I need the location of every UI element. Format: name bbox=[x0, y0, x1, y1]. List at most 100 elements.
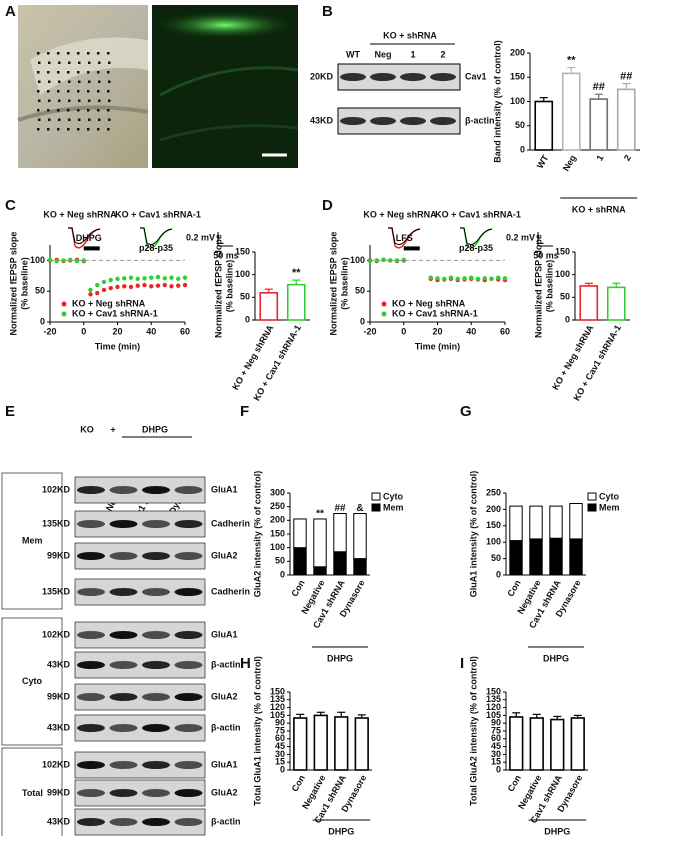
electrode bbox=[97, 52, 100, 55]
y-tick-label: 75 bbox=[275, 725, 285, 735]
electrode bbox=[107, 71, 110, 74]
error-bar bbox=[337, 711, 346, 717]
bar-segment bbox=[529, 538, 543, 576]
error-bar bbox=[612, 282, 621, 288]
annotation: ** bbox=[567, 54, 576, 66]
lane-label: 2 bbox=[440, 49, 445, 59]
x-tick-label: Con bbox=[506, 773, 523, 793]
bar-segment bbox=[333, 551, 347, 576]
error-bar bbox=[264, 288, 273, 293]
legend-label: Cyto bbox=[599, 491, 620, 501]
y-axis-label: GluA1 intensity (% of control) bbox=[468, 471, 478, 598]
data-point bbox=[428, 275, 433, 280]
panel-label: A bbox=[5, 3, 16, 20]
data-point bbox=[47, 257, 53, 262]
data-point bbox=[435, 276, 440, 281]
blot-band bbox=[109, 724, 138, 732]
blot-band bbox=[174, 661, 203, 669]
electrode bbox=[107, 109, 110, 112]
bar-segment bbox=[313, 518, 327, 568]
size-label: 20KD bbox=[310, 71, 334, 81]
protein-label: Cadherin bbox=[211, 586, 250, 596]
scale-bar bbox=[537, 232, 553, 247]
data-point bbox=[61, 258, 66, 263]
blot-band bbox=[109, 789, 138, 797]
electrode bbox=[47, 52, 50, 55]
y-axis-label: Total GluA2 intensity (% of control) bbox=[468, 656, 478, 806]
x-tick-label: Con bbox=[289, 578, 306, 598]
data-point bbox=[142, 276, 147, 281]
legend-swatch bbox=[371, 503, 381, 512]
annotation: ## bbox=[593, 81, 605, 93]
data-point bbox=[442, 276, 447, 282]
electrode bbox=[38, 80, 41, 83]
blot-band bbox=[174, 588, 203, 596]
data-point bbox=[469, 275, 474, 280]
electrode bbox=[97, 90, 100, 93]
trace-label: KO + Cav1 shRNA-1 bbox=[115, 209, 201, 219]
data-point bbox=[88, 287, 93, 293]
data-point bbox=[489, 276, 494, 282]
electrode bbox=[47, 90, 50, 93]
size-label: 43KD bbox=[47, 722, 71, 732]
blot-band bbox=[142, 631, 170, 639]
electrode-grid bbox=[37, 52, 111, 131]
bar bbox=[606, 286, 626, 321]
protein-label: Cav1 bbox=[465, 71, 487, 81]
y-axis-label: (% baseline) bbox=[339, 257, 349, 310]
y-tick-label: 250 bbox=[270, 501, 285, 511]
y-tick-label: 0 bbox=[520, 144, 525, 154]
section-label: Cyto bbox=[22, 676, 43, 686]
data-point bbox=[135, 283, 140, 288]
y-axis-label: Normalized fEPSP slope bbox=[328, 232, 338, 336]
electrode bbox=[68, 80, 71, 83]
x-axis-label: Time (min) bbox=[95, 341, 140, 351]
electrode bbox=[48, 118, 51, 121]
electrode bbox=[67, 128, 70, 131]
blot-band bbox=[109, 486, 138, 494]
electrode bbox=[78, 61, 81, 64]
bar-segment bbox=[293, 518, 307, 549]
error-bar bbox=[296, 713, 305, 718]
size-label: 43KD bbox=[310, 115, 334, 125]
bar-segment bbox=[529, 505, 543, 540]
bar bbox=[354, 717, 369, 771]
protein-label: GluA2 bbox=[211, 691, 238, 701]
annotation: ** bbox=[292, 267, 301, 279]
data-point bbox=[448, 275, 454, 280]
electrode bbox=[38, 99, 41, 102]
y-tick-label: 75 bbox=[491, 725, 501, 735]
y-tick-label: 150 bbox=[486, 686, 501, 696]
error-bar bbox=[357, 714, 366, 718]
electrode bbox=[78, 118, 81, 121]
y-tick-label: 0 bbox=[280, 764, 285, 774]
y-tick-label: 0 bbox=[360, 316, 365, 326]
data-point bbox=[381, 257, 386, 262]
lane-label: 1 bbox=[410, 49, 415, 59]
bar bbox=[561, 72, 581, 151]
data-point bbox=[74, 258, 80, 264]
electrode bbox=[37, 90, 40, 93]
electrode bbox=[78, 80, 81, 83]
y-tick-label: 135 bbox=[270, 694, 285, 704]
blot-band bbox=[77, 486, 105, 494]
x-tick-label: -20 bbox=[43, 326, 56, 336]
electrode bbox=[68, 61, 71, 64]
electrode bbox=[58, 61, 61, 64]
legend-label: Mem bbox=[383, 502, 404, 512]
y-axis-label: Normalized fEPSP slope bbox=[533, 234, 543, 338]
bar bbox=[509, 716, 524, 771]
protein-label: GluA1 bbox=[211, 759, 238, 769]
electrode bbox=[77, 52, 80, 55]
blot-band bbox=[142, 761, 170, 769]
bar bbox=[550, 718, 565, 771]
scale-label: 0.2 mV bbox=[506, 232, 535, 242]
y-tick-label: 50 bbox=[515, 120, 525, 130]
data-point bbox=[155, 283, 161, 288]
blot-band bbox=[77, 761, 105, 769]
bar bbox=[534, 100, 554, 151]
electrode bbox=[87, 52, 90, 55]
annotation: ## bbox=[620, 70, 632, 82]
y-axis-label: (% baseline) bbox=[544, 260, 554, 313]
error-bar bbox=[567, 66, 576, 74]
